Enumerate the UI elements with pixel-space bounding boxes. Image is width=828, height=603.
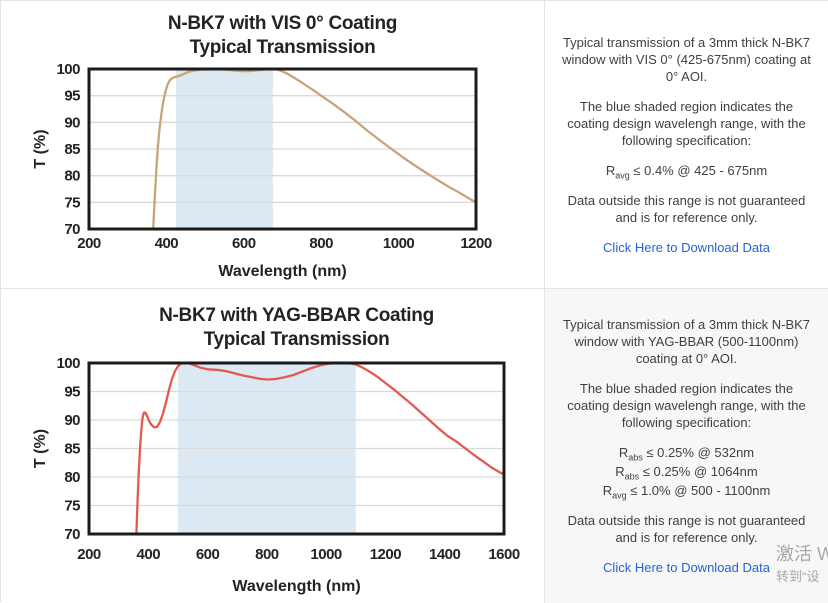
x-tick-label: 600: [232, 235, 256, 252]
yag-description-panel: Typical transmission of a 3mm thick N-BK…: [544, 289, 828, 603]
spec-subscript: avg: [612, 490, 627, 501]
vis-chart-cell: 70 75 80 85 90 95 100 200 400 600 800 1000 1200 N-BK7…: [1, 1, 544, 288]
yag-chart-cell: 70 75 80 85 90 95 100 200 400 600 800 1000 1200 1400 1…: [1, 289, 544, 603]
x-tick-label: 200: [77, 546, 101, 563]
x-tick-label: 1200: [370, 546, 402, 563]
x-tick-label: 1000: [383, 235, 415, 252]
spec-value: ≤ 1.0% @ 500 - 1100nm: [626, 483, 771, 498]
transmission-curve: [135, 363, 504, 534]
y-tick-label: 75: [64, 498, 80, 515]
x-tick-label: 800: [309, 235, 333, 252]
spec-symbol: R: [618, 445, 629, 460]
y-tick-label: 80: [64, 469, 80, 486]
x-tick-label: 200: [77, 235, 101, 252]
y-tick-label: 95: [64, 384, 80, 401]
transmission-curve: [152, 69, 476, 229]
chart-title: N-BK7 with VIS 0° Coating: [168, 13, 397, 34]
y-tick-label: 100: [56, 355, 80, 372]
yag-transmission-chart: 70 75 80 85 90 95 100 200 400 600 800 1000 1200 1400 1…: [32, 305, 520, 595]
yag-bbar-coating-row: 70 75 80 85 90 95 100 200 400 600 800 1000 1200 1400 1…: [1, 288, 828, 603]
x-tick-label: 600: [196, 546, 220, 563]
y-tick-label: 95: [64, 88, 80, 105]
spec-value: ≤ 0.25% @ 532nm: [642, 445, 755, 460]
description-paragraph: Typical transmission of a 3mm thick N-BK…: [562, 317, 811, 366]
spec-symbol: R: [605, 162, 616, 178]
y-axis-label: T (%): [32, 429, 49, 468]
y-tick-label: 70: [64, 221, 80, 238]
download-data-link[interactable]: Click Here to Download Data: [603, 560, 770, 575]
spec-subscript: abs: [624, 471, 640, 482]
spec-line: Ravg ≤ 1.0% @ 500 - 1100nm: [602, 482, 771, 501]
y-tick-label: 100: [56, 61, 80, 78]
spec-line: Ravg ≤ 0.4% @ 425 - 675nm: [605, 162, 768, 181]
y-tick-label: 80: [64, 168, 80, 185]
shaded-region-paragraph: The blue shaded region indicates the coa…: [567, 98, 806, 148]
plot-frame: [87, 361, 506, 536]
spec-value: ≤ 0.4% @ 425 - 675nm: [629, 162, 768, 178]
y-tick-label: 85: [64, 441, 80, 458]
spec-symbol: R: [615, 464, 625, 479]
x-tick-label: 1000: [310, 546, 342, 563]
spec-symbol: R: [602, 483, 613, 498]
description-paragraph: Typical transmission of a 3mm thick N-BK…: [562, 34, 811, 84]
x-tick-label: 1200: [460, 235, 492, 252]
x-axis-label: Wavelength (nm): [232, 578, 360, 595]
spec-subscript: abs: [628, 452, 643, 463]
y-tick-label: 75: [64, 194, 80, 211]
y-tick-label: 85: [64, 141, 80, 158]
x-tick-label: 400: [137, 546, 161, 563]
x-tick-label: 800: [255, 546, 279, 563]
chart-title: N-BK7 with YAG-BBAR Coating: [159, 305, 434, 326]
x-tick-label: 1600: [488, 546, 520, 563]
spec-line: Rabs ≤ 0.25% @ 1064nm: [603, 463, 771, 482]
y-tick-label: 90: [64, 114, 80, 131]
disclaimer-paragraph: Data outside this range is not guarantee…: [567, 192, 806, 225]
spec-line: Rabs ≤ 0.25% @ 532nm: [603, 444, 771, 463]
spec-block: Ravg ≤ 0.4% @ 425 - 675nm: [605, 162, 768, 181]
y-axis-label: T (%): [32, 129, 49, 168]
shaded-region-paragraph: The blue shaded region indicates the coa…: [567, 381, 806, 430]
spec-value: ≤ 0.25% @ 1064nm: [639, 464, 758, 479]
disclaimer-paragraph: Data outside this range is not guarantee…: [567, 513, 806, 545]
chart-title: Typical Transmission: [204, 329, 390, 350]
spec-subscript: avg: [615, 170, 630, 181]
x-tick-label: 1400: [429, 546, 461, 563]
x-axis-label: Wavelength (nm): [218, 263, 346, 280]
vis-description-panel: Typical transmission of a 3mm thick N-BK…: [544, 1, 828, 288]
vis-coating-row: 70 75 80 85 90 95 100 200 400 600 800 1000 1200 N-BK7…: [1, 1, 828, 288]
chart-title: Typical Transmission: [190, 37, 376, 58]
y-tick-label: 90: [64, 412, 80, 429]
spec-block: Rabs ≤ 0.25% @ 532nm Rabs ≤ 0.25% @ 1064…: [602, 444, 771, 501]
download-data-link[interactable]: Click Here to Download Data: [603, 239, 770, 255]
x-tick-label: 400: [155, 235, 179, 252]
y-tick-label: 70: [64, 526, 80, 543]
vis-transmission-chart: 70 75 80 85 90 95 100 200 400 600 800 1000 1200 N-BK7…: [32, 13, 492, 280]
plot-frame: [87, 67, 478, 231]
